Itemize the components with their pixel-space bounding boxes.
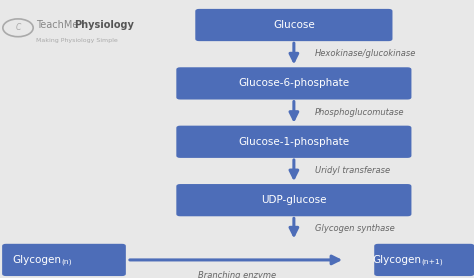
Text: Glycogen synthase: Glycogen synthase xyxy=(315,224,395,233)
Text: Uridyl transferase: Uridyl transferase xyxy=(315,166,390,175)
Text: Making Physiology Simple: Making Physiology Simple xyxy=(36,38,117,43)
Text: UDP-glucose: UDP-glucose xyxy=(261,195,327,205)
Text: C: C xyxy=(15,23,21,32)
FancyBboxPatch shape xyxy=(176,67,411,100)
Text: (n): (n) xyxy=(62,258,72,265)
Text: Physiology: Physiology xyxy=(74,20,134,30)
Text: TeachMe: TeachMe xyxy=(36,20,78,30)
FancyBboxPatch shape xyxy=(176,126,411,158)
FancyBboxPatch shape xyxy=(374,244,474,276)
Text: Glucose: Glucose xyxy=(273,20,315,30)
Text: Glycogen: Glycogen xyxy=(13,255,62,265)
Text: Glycogen: Glycogen xyxy=(373,255,422,265)
Text: (n+1): (n+1) xyxy=(422,258,444,265)
Text: Hexokinase/glucokinase: Hexokinase/glucokinase xyxy=(315,49,417,58)
FancyBboxPatch shape xyxy=(195,9,392,41)
Text: Phosphoglucomutase: Phosphoglucomutase xyxy=(315,108,405,117)
FancyBboxPatch shape xyxy=(2,244,126,276)
Text: Glucose-1-phosphate: Glucose-1-phosphate xyxy=(238,137,349,147)
Text: Branching enzyme: Branching enzyme xyxy=(198,271,276,278)
Text: Glucose-6-phosphate: Glucose-6-phosphate xyxy=(238,78,349,88)
FancyBboxPatch shape xyxy=(176,184,411,216)
